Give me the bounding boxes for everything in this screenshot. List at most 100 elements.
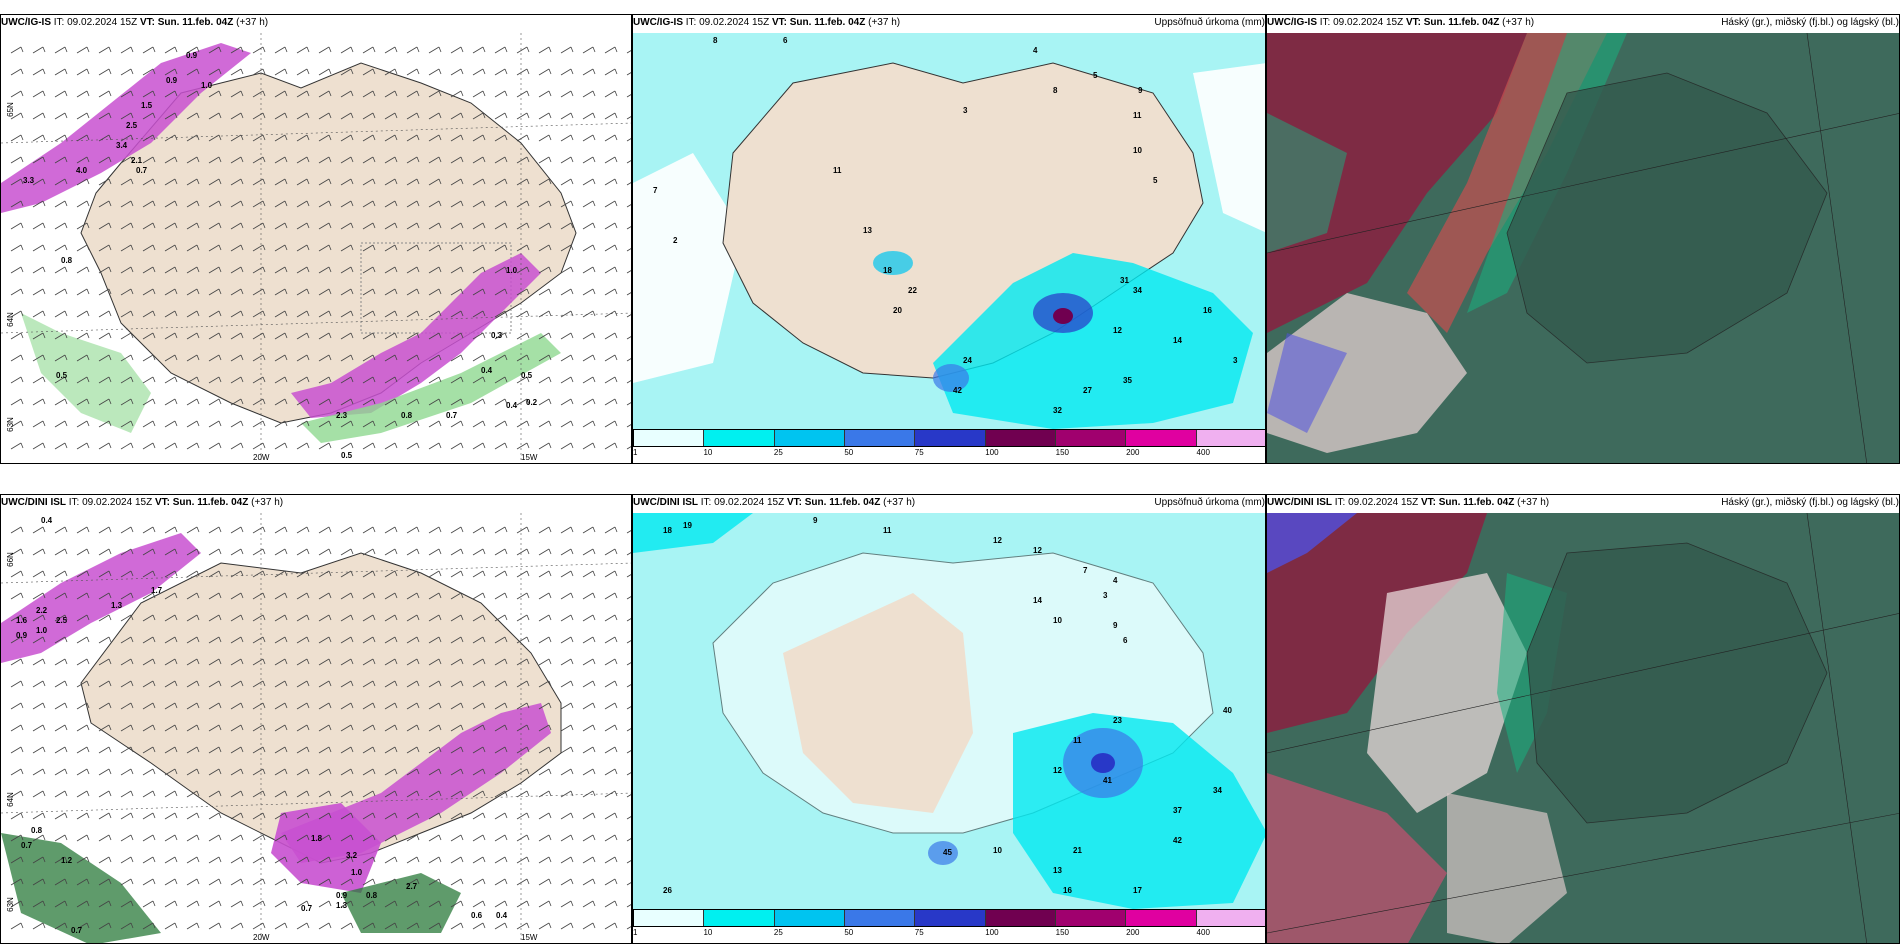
wind-barb xyxy=(384,332,396,340)
value-label: 23 xyxy=(1113,716,1122,725)
wind-barb xyxy=(362,834,374,842)
wind-barb xyxy=(252,46,264,54)
value-label: 21 xyxy=(1073,846,1082,855)
wind-barb xyxy=(252,702,264,710)
wind-barb-flag xyxy=(592,112,596,119)
wind-barb-flag xyxy=(548,922,552,929)
wind-barb-flag xyxy=(86,310,90,317)
wind-barb xyxy=(428,46,440,54)
wind-barb xyxy=(516,856,528,864)
wind-barb-flag xyxy=(372,134,376,141)
wind-barb-flag xyxy=(218,614,222,621)
wind-barb-flag xyxy=(526,768,530,775)
wind-barb xyxy=(32,724,44,732)
wind-barb xyxy=(10,636,22,644)
wind-barb xyxy=(450,112,462,120)
colorbar-tick-label: 150 xyxy=(1055,928,1070,937)
wind-barb xyxy=(450,746,462,754)
wind-barb-flag xyxy=(130,702,134,709)
wind-barb-flag xyxy=(20,680,24,687)
wind-barb xyxy=(230,134,242,142)
value-label: 0.7 xyxy=(71,926,83,935)
wind-barb xyxy=(76,266,88,274)
wind-barb-flag xyxy=(108,702,112,709)
wind-barb xyxy=(98,746,110,754)
wind-barb xyxy=(164,398,176,406)
wind-barb xyxy=(274,310,286,318)
wind-barb-flag xyxy=(240,746,244,753)
wind-barb xyxy=(626,50,631,54)
wind-barb-flag xyxy=(174,526,178,533)
value-label: 8 xyxy=(713,36,718,45)
value-label: 0.8 xyxy=(366,891,378,900)
wind-barb xyxy=(428,354,440,362)
wind-barb-flag xyxy=(328,548,332,555)
wind-barb xyxy=(538,922,550,930)
wind-barb xyxy=(560,834,572,842)
value-label: 3 xyxy=(1103,591,1108,600)
wind-barb-flag xyxy=(262,288,266,295)
wind-barb-flag xyxy=(526,354,530,361)
wind-barb-flag xyxy=(482,398,486,405)
wind-barb-flag xyxy=(548,310,552,317)
wind-barb xyxy=(560,768,572,776)
lon-label-left: 20W xyxy=(253,453,270,462)
wind-barb-flag xyxy=(570,398,574,405)
wind-barb xyxy=(516,724,528,732)
wind-barb-flag xyxy=(86,68,90,75)
wind-barb-flag xyxy=(218,90,222,97)
wind-barb-flag xyxy=(108,398,112,405)
wind-barb xyxy=(582,768,594,776)
value-label: 0.9 xyxy=(336,891,348,900)
wind-barb-flag xyxy=(438,658,442,665)
wind-barb-flag xyxy=(394,68,398,75)
wind-barb-flag xyxy=(328,812,332,819)
wind-barb xyxy=(384,310,396,318)
wind-barb-flag xyxy=(438,90,442,97)
wind-barb-flag xyxy=(240,310,244,317)
wind-barb xyxy=(142,878,154,886)
wind-barb-flag xyxy=(504,614,508,621)
wind-barb xyxy=(296,354,308,362)
wind-barb xyxy=(538,156,550,164)
wind-barb-flag xyxy=(130,178,134,185)
value-label: 18 xyxy=(663,526,672,535)
wind-barb-flag xyxy=(306,420,310,427)
wind-barb-flag xyxy=(130,442,134,449)
wind-barb-flag xyxy=(394,790,398,797)
wind-barb-flag xyxy=(504,856,508,863)
wind-barb xyxy=(98,332,110,340)
wind-barb xyxy=(120,526,132,534)
wind-barb xyxy=(230,68,242,76)
wind-barb-flag xyxy=(20,922,24,929)
wind-barb-flag xyxy=(372,856,376,863)
wind-barb-flag xyxy=(592,658,596,665)
wind-barb xyxy=(604,790,616,798)
wind-barb-flag xyxy=(438,768,442,775)
wind-barb xyxy=(230,376,242,384)
wind-barb-flag xyxy=(284,288,288,295)
wind-barb xyxy=(582,398,594,406)
panel-title: UWC/DINI ISL IT: 09.02.2024 15Z VT: Sun.… xyxy=(1,497,284,508)
wind-barb-flag xyxy=(460,526,464,533)
panel-precip-ig: UWC/IG-IS IT: 09.02.2024 15Z VT: Sun. 11… xyxy=(632,14,1266,464)
wind-barb xyxy=(274,746,286,754)
wind-barb xyxy=(516,680,528,688)
wind-barb-flag xyxy=(350,526,354,533)
wind-barb-flag xyxy=(262,46,266,53)
wind-barb-flag xyxy=(350,46,354,53)
wind-barb xyxy=(560,878,572,886)
wind-barb-flag xyxy=(64,46,68,53)
wind-barb xyxy=(10,702,22,710)
wind-barb xyxy=(450,200,462,208)
wind-barb-flag xyxy=(196,156,200,163)
wind-barb-flag xyxy=(416,790,420,797)
value-label: 31 xyxy=(1120,276,1129,285)
wind-barb-flag xyxy=(108,68,112,75)
wind-barb-flag xyxy=(460,156,464,163)
wind-barb-flag xyxy=(416,526,420,533)
wind-barb xyxy=(340,134,352,142)
wind-barb-flag xyxy=(372,812,376,819)
wind-barb xyxy=(164,156,176,164)
value-label: 7 xyxy=(1083,566,1088,575)
